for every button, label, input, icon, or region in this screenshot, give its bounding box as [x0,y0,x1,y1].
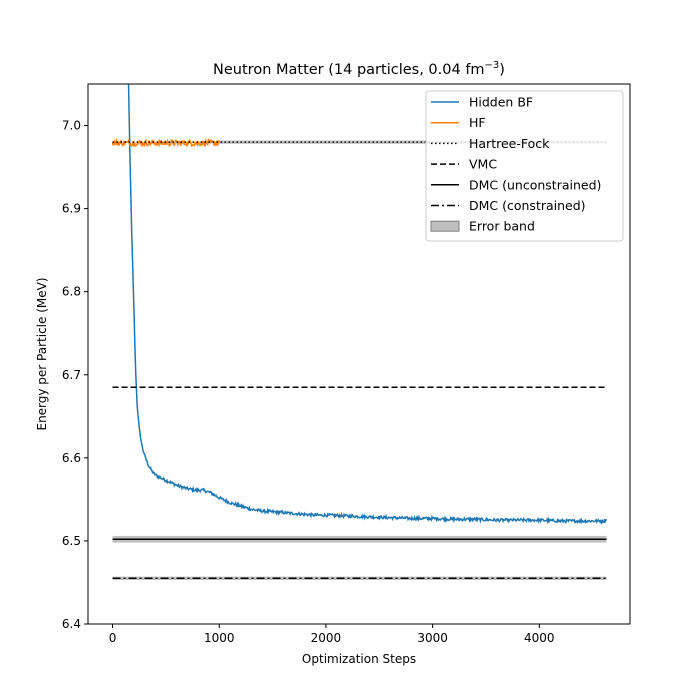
x-tick-label-1: 1000 [204,631,235,645]
legend-label-3: VMC [469,157,497,172]
y-tick-label-3: 6.7 [62,368,81,382]
chart-title: Neutron Matter (14 particles, 0.04 fm−3) [213,60,505,78]
x-axis-label: Optimization Steps [302,652,416,666]
legend-swatch-6 [430,220,460,232]
y-axis-label: Energy per Particle (MeV) [35,277,49,430]
x-tick-label-0: 0 [109,631,117,645]
legend-label-1: HF [469,115,486,130]
chart-title-superscript: −3 [485,60,500,71]
y-tick-label-5: 6.9 [62,202,81,216]
chart-title-main: Neutron Matter (14 particles, 0.04 fm [213,62,485,78]
y-axis: 6.4 6.5 6.6 6.7 6.8 6.9 7.0 [62,119,88,631]
series-line-1 [111,137,220,148]
x-tick-label-2: 2000 [311,631,342,645]
legend-label-4: DMC (unconstrained) [469,177,601,192]
x-tick-label-4: 4000 [524,631,555,645]
y-tick-label-1: 6.5 [62,534,81,548]
series-line-0 [127,84,608,525]
legend-label-5: DMC (constrained) [469,198,586,213]
legend: Hidden BF HF Hartree-Fock VMC DMC (unconstra… [425,90,624,242]
y-tick-label-4: 6.8 [62,285,81,299]
x-axis: 0 1000 2000 3000 4000 [109,624,555,645]
chart-title-end: ) [499,62,505,78]
plot-area [87,83,631,625]
plot-frame [87,83,631,625]
legend-label-2: Hartree-Fock [469,136,550,151]
y-tick-label-0: 6.4 [62,617,81,631]
legend-label-6: Error band [469,219,535,234]
legend-label-0: Hidden BF [469,95,533,110]
y-tick-label-6: 7.0 [62,119,81,133]
legend-box [425,90,624,242]
x-tick-label-3: 3000 [417,631,448,645]
y-tick-label-2: 6.6 [62,451,81,465]
